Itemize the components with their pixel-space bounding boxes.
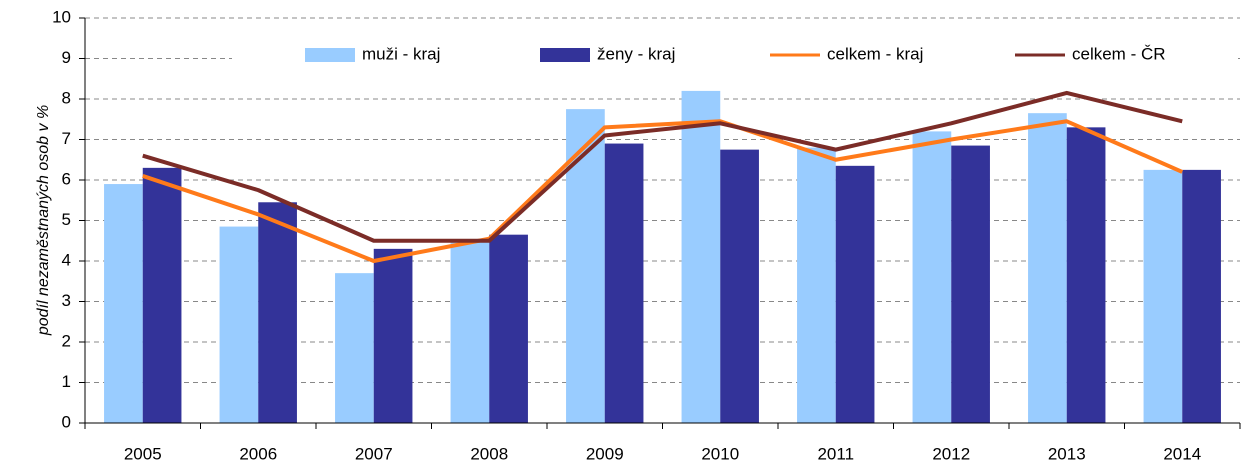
legend-label: ženy - kraj	[597, 44, 675, 63]
x-tick-label: 2009	[586, 444, 624, 463]
y-axis-label: podíl nezaměstnaných osob v %	[35, 105, 52, 336]
x-tick-label: 2013	[1048, 444, 1086, 463]
bar	[258, 202, 297, 423]
y-tick-label: 1	[62, 372, 71, 391]
bar	[835, 165, 875, 423]
y-tick-label: 0	[62, 412, 71, 431]
bar	[104, 184, 143, 423]
x-tick-label: 2006	[239, 444, 277, 463]
y-tick-label: 3	[62, 291, 71, 310]
legend-label: celkem - kraj	[827, 44, 923, 63]
bar	[681, 90, 721, 424]
legend-swatch	[540, 48, 590, 62]
legend-label: muži - kraj	[362, 44, 440, 63]
x-tick-label: 2008	[470, 444, 508, 463]
legend-box	[232, 36, 1238, 74]
y-tick-label: 6	[62, 169, 71, 188]
bar	[912, 131, 952, 423]
x-tick-label: 2012	[932, 444, 970, 463]
y-tick-label: 2	[62, 331, 71, 350]
bar	[1066, 127, 1106, 423]
x-tick-label: 2010	[701, 444, 739, 463]
legend-label: celkem - ČR	[1072, 44, 1166, 63]
bar	[489, 234, 528, 423]
x-tick-label: 2007	[355, 444, 393, 463]
y-tick-label: 5	[62, 210, 71, 229]
bar	[142, 167, 182, 423]
bar	[604, 143, 644, 424]
x-tick-label: 2014	[1163, 444, 1201, 463]
bar	[1028, 113, 1067, 424]
y-tick-label: 9	[62, 48, 71, 67]
bar	[720, 149, 759, 423]
line	[142, 90, 1183, 243]
bar	[450, 240, 490, 423]
bar	[951, 145, 990, 423]
bar	[1143, 169, 1183, 423]
y-tick-label: 10	[52, 7, 71, 26]
bar	[219, 226, 259, 423]
line	[142, 119, 1184, 263]
bar	[797, 147, 836, 423]
bar	[335, 273, 374, 423]
x-tick-label: 2005	[124, 444, 162, 463]
legend-swatch	[305, 48, 355, 62]
x-tick-label: 2011	[817, 444, 854, 463]
bar	[566, 109, 605, 423]
bar	[373, 248, 413, 423]
y-tick-label: 8	[62, 88, 71, 107]
y-tick-label: 7	[62, 129, 71, 148]
y-tick-label: 4	[62, 250, 71, 269]
bar	[1182, 169, 1221, 423]
